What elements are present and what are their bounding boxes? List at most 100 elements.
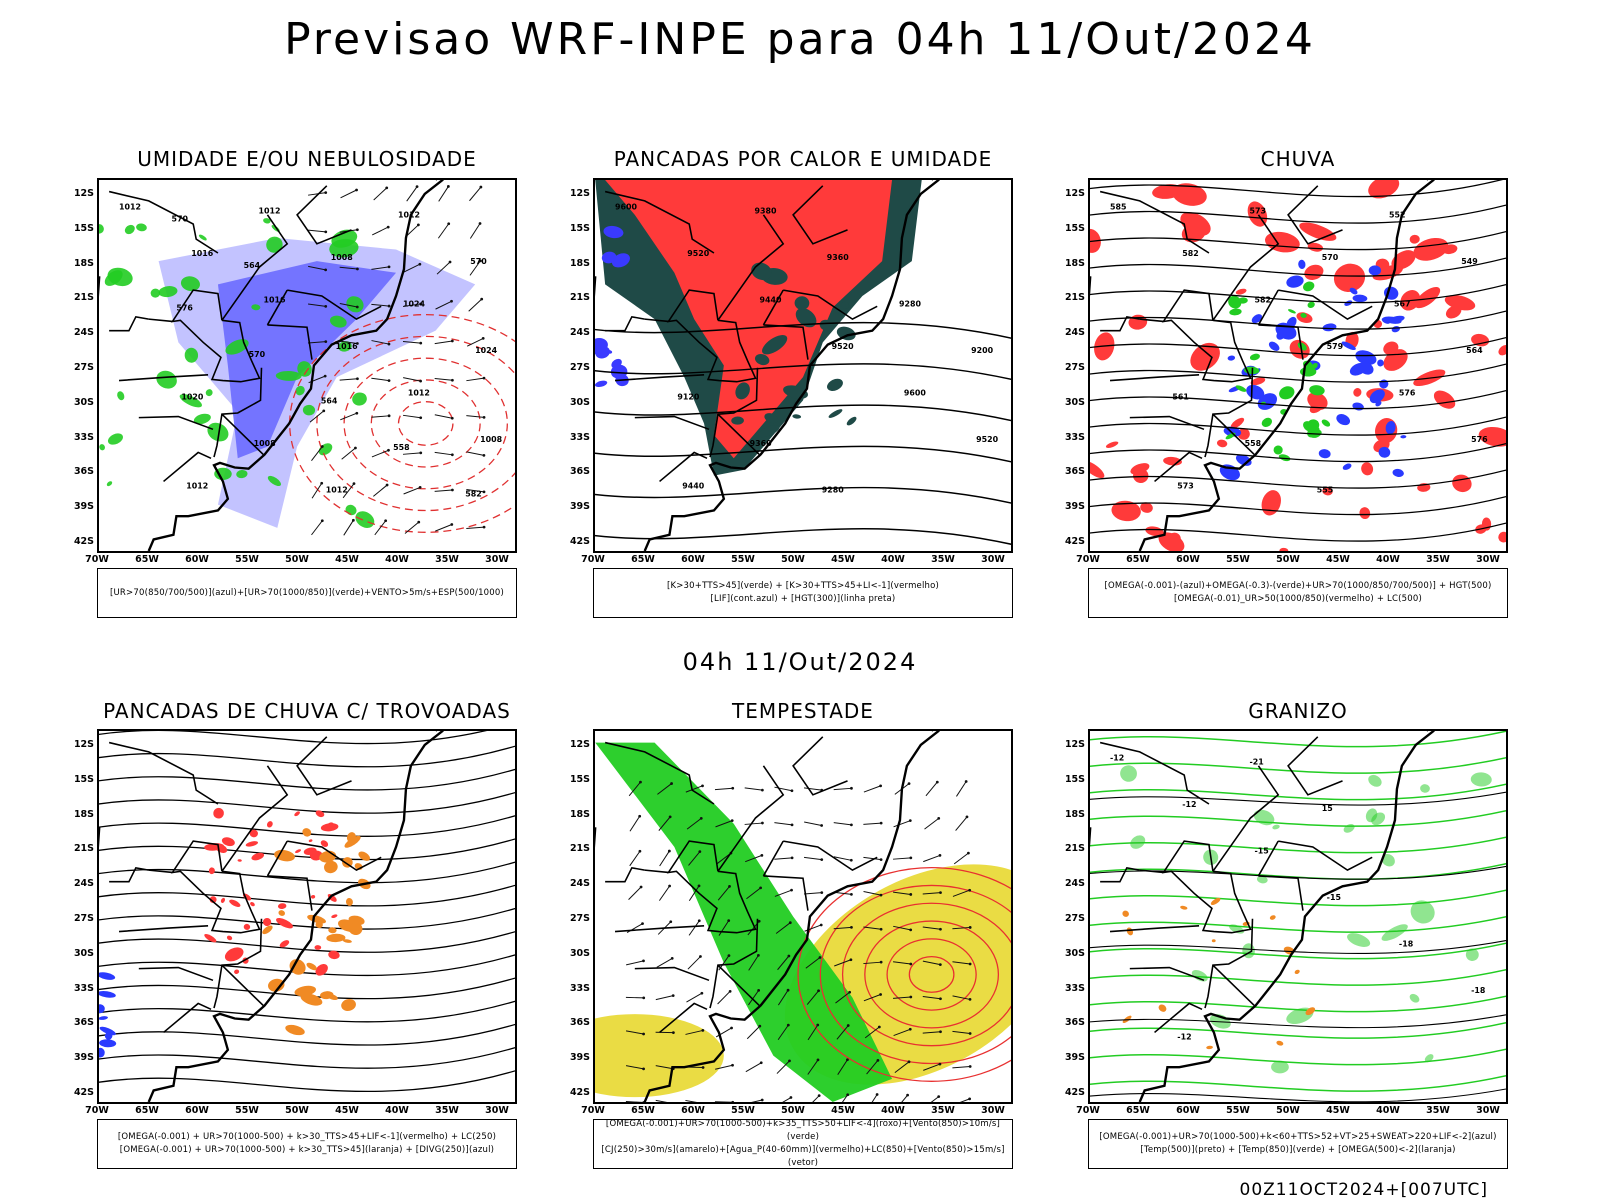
lon-tick-label: 50W — [285, 554, 309, 565]
lon-tick-label: 55W — [731, 554, 755, 565]
lon-tick-label: 70W — [1076, 554, 1100, 565]
coastline — [1090, 180, 1435, 551]
lon-tick-label: 45W — [831, 1105, 855, 1116]
legend-line: [OMEGA(-0.001)+UR>70(1000-500)+k<60+TTS>… — [1099, 1132, 1497, 1142]
contour-label: 9280 — [822, 486, 845, 495]
contour-label: 1016 — [191, 249, 214, 258]
omega-ur50-red — [1090, 180, 1506, 551]
lon-tick-label: 50W — [1276, 1105, 1300, 1116]
contour-label: 573 — [1177, 482, 1194, 491]
lon-tick-label: 60W — [1176, 1105, 1200, 1116]
contour-label: 1012 — [186, 482, 208, 491]
contour-label: 1024 — [475, 346, 498, 355]
contour-label: 9600 — [615, 203, 638, 212]
contour-label: 573 — [1250, 207, 1267, 216]
contour-label: 564 — [1466, 346, 1483, 355]
hgt300-contours — [595, 321, 1011, 546]
contour-label: 9120 — [677, 393, 700, 402]
lon-tick-label: 35W — [931, 554, 955, 565]
lat-tick-label: 39S — [73, 501, 94, 513]
contour-label: 9520 — [832, 342, 855, 351]
map-panel-hum: 1012 1016 1016 1016 1012 1008 1012 1012 1008 1024… — [97, 178, 517, 553]
contour-label: 576 — [176, 304, 193, 313]
lat-tick-label: 18S — [1064, 257, 1085, 269]
lon-tick-label: 70W — [85, 554, 109, 565]
lon-tick-label: 30W — [485, 1105, 509, 1116]
contour-label: 567 — [1394, 300, 1411, 309]
contour-label: 9520 — [976, 435, 999, 444]
lat-tick-label: 30S — [1064, 396, 1085, 408]
temp-labels: -12 -12 -15 -15 -18 -18 -12 -21 15 — [1110, 754, 1486, 1042]
contour-label: 9380 — [755, 207, 778, 216]
lon-tick-label: 55W — [235, 1105, 259, 1116]
lon-tick-label: 50W — [781, 1105, 805, 1116]
contour-label: 582 — [465, 490, 482, 499]
lat-tick-label: 36S — [73, 466, 94, 478]
lat-tick-label: 27S — [569, 362, 590, 373]
legend-line: [OMEGA(-0.01)_UR>50(1000/850)(vermelho) … — [1174, 594, 1422, 604]
lat-tick-label: 36S — [73, 1017, 94, 1029]
wind-vectors — [307, 185, 486, 536]
mid-timestamp: 04h 11/Out/2024 — [682, 648, 918, 676]
contour-label: 1012 — [326, 486, 348, 495]
contour-label: 9440 — [759, 296, 782, 305]
contour-label: 1012 — [259, 207, 281, 216]
lat-tick-label: 33S — [1064, 982, 1085, 994]
contour-label: 582 — [1254, 296, 1271, 305]
contour-label: 555 — [1317, 486, 1334, 495]
red-cells — [204, 807, 340, 976]
lat-tick-label: 18S — [1064, 808, 1085, 820]
lat-tick-label: 12S — [569, 188, 590, 199]
lon-tick-label: 30W — [981, 554, 1005, 565]
omega500-orange — [1122, 897, 1316, 1050]
legend-line: [OMEGA(-0.001)+UR>70(1000-500)+k>35_TTS>… — [605, 1119, 1001, 1142]
teal-gaps — [731, 262, 857, 438]
legend-line: [UR>70(850/700/500)](azul)+[UR>70(1000/8… — [109, 587, 505, 598]
lon-tick-label: 60W — [1176, 554, 1200, 565]
lon-tick-label: 65W — [631, 554, 655, 565]
contour-label: 570 — [470, 257, 487, 266]
lat-tick-label: 24S — [1064, 878, 1085, 890]
legend-line: [OMEGA(-0.001)-(azul)+OMEGA(-0.3)-(verde… — [1104, 581, 1492, 591]
lon-tick-label: 55W — [1226, 554, 1250, 565]
map-svg: 1012 1016 1016 1016 1012 1008 1012 1012 1008 1024… — [99, 180, 515, 551]
lon-tick-label: 55W — [1226, 1105, 1250, 1116]
ur-1000-850-green — [99, 218, 375, 528]
lon-tick-label: 70W — [581, 554, 605, 565]
coastline — [99, 731, 444, 1102]
contour-label: 15 — [1322, 804, 1333, 813]
contour-label: 564 — [321, 397, 338, 406]
lon-tick-label: 35W — [435, 554, 459, 565]
panel-title: PANCADAS DE CHUVA C/ TROVOADAS — [103, 699, 511, 723]
lat-tick-label: 36S — [1064, 466, 1085, 478]
contour-label: -18 — [1399, 940, 1414, 949]
contour-label: 1024 — [403, 300, 426, 309]
contour-label: -12 — [1177, 1033, 1191, 1042]
lat-tick-label: 21S — [73, 843, 94, 855]
lon-tick-label: 45W — [1326, 554, 1350, 565]
panel-title: CHUVA — [1260, 147, 1336, 171]
contour-label: -15 — [1327, 893, 1341, 902]
lat-tick-label: 24S — [73, 327, 94, 339]
lat-tick-label: 27S — [1064, 362, 1085, 373]
lon-tick-label: 70W — [1076, 1105, 1100, 1116]
lat-tick-label: 39S — [569, 501, 590, 513]
lat-tick-label: 33S — [1064, 431, 1085, 443]
lat-tick-label: 24S — [569, 327, 590, 339]
lon-tick-label: 45W — [1326, 1105, 1350, 1116]
lat-tick-label: 30S — [73, 396, 94, 408]
lon-tick-label: 65W — [1126, 1105, 1150, 1116]
lon-tick-label: 70W — [85, 1105, 109, 1116]
contour-label: 9440 — [682, 482, 705, 491]
lon-tick-label: 40W — [881, 1105, 905, 1116]
lat-tick-label: 18S — [73, 808, 94, 820]
lat-tick-label: 42S — [1064, 536, 1085, 547]
lon-tick-label: 45W — [335, 1105, 359, 1116]
wind850-vectors — [625, 780, 972, 1102]
lon-tick-label: 60W — [681, 1105, 705, 1116]
map-svg: -12 -12 -15 -15 -18 -18 -12 -21 15 — [1090, 731, 1506, 1102]
contour-label: 552 — [1389, 211, 1406, 220]
lat-tick-label: 21S — [73, 292, 94, 304]
contour-label: 9520 — [687, 249, 710, 258]
legend-line: [CJ(250)>30m/s](amarelo)+[Agua_P(40-60mm… — [601, 1145, 1005, 1168]
